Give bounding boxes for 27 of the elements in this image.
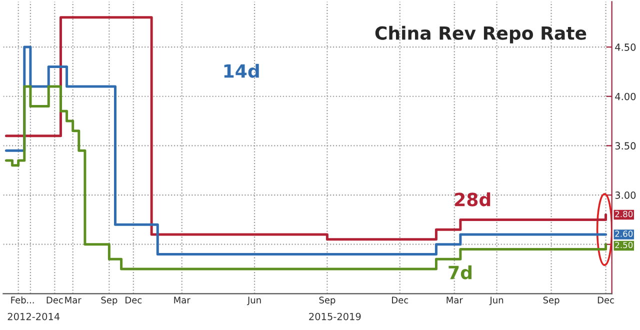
text: 14d [224, 64, 259, 78]
data-label: 2.80 [615, 210, 633, 218]
x-tick-label: Mar [65, 296, 82, 304]
text: 2012-2014 [8, 312, 60, 320]
x-tick-label: Sep [319, 296, 336, 306]
data-label: 2.50 [615, 242, 633, 248]
x-tick-label: Dec [46, 296, 63, 304]
x-tick-label: Dec [392, 296, 408, 304]
series-label: 7d [448, 265, 472, 280]
text: 2015-2019 [309, 312, 361, 320]
x-tick-label: Sep [543, 296, 560, 306]
x-tick-label: Feb [11, 296, 26, 304]
y-tick-label: 4.00 [615, 92, 636, 100]
data-label: 2.60 [615, 230, 633, 237]
x-tick-label: ... [27, 302, 34, 304]
x-tick-label: Sep [101, 296, 118, 306]
x-tick-label: Jun [247, 296, 261, 306]
y-tick-label: 4.50 [615, 44, 636, 51]
x-tick-label: Dec [598, 296, 614, 304]
y-tick-label: 3.50 [615, 142, 636, 150]
x-tick-label: Mar [446, 296, 463, 304]
series-label: 28d [455, 192, 490, 206]
x-tick-label: Mar [174, 296, 190, 304]
y-tick-label: 3.00 [615, 192, 636, 199]
text: China Rev Repo Rate [375, 26, 586, 44]
x-tick-label: Jun [489, 296, 504, 306]
x-tick-label: Dec [126, 296, 142, 304]
